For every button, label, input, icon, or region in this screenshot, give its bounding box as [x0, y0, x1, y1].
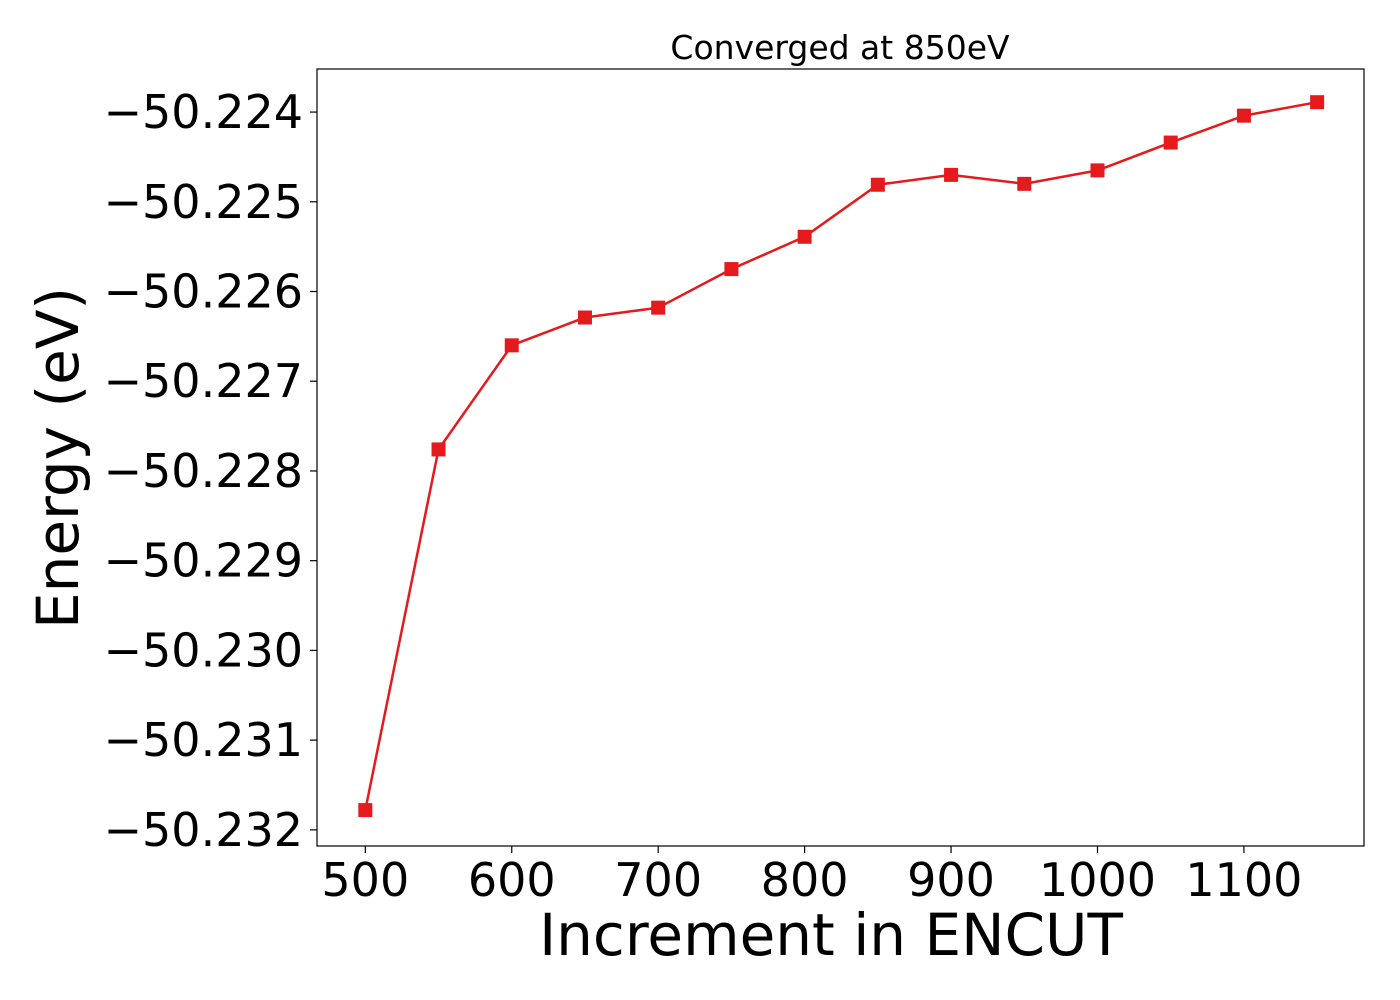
data-point-marker [431, 442, 446, 457]
y-tick-label: −50.231 [104, 713, 304, 767]
data-point-marker [724, 262, 739, 277]
data-point-marker [1017, 176, 1032, 191]
x-tick-label: 500 [321, 853, 409, 907]
y-tick-label: −50.230 [104, 623, 304, 677]
series-line [364, 100, 1318, 811]
y-tick-label: −50.229 [104, 534, 304, 588]
x-tick-label: 600 [468, 853, 556, 907]
y-axis-label: Energy (eV) [24, 287, 92, 629]
data-point-marker [577, 310, 592, 325]
x-axis-label: Increment in ENCUT [539, 901, 1123, 969]
x-tick-label: 1100 [1185, 853, 1302, 907]
data-point-marker [1163, 135, 1178, 150]
data-point-marker [1236, 108, 1251, 123]
y-tick-label: −50.227 [104, 354, 304, 408]
x-tick-label: 1000 [1039, 853, 1156, 907]
data-point-marker [651, 300, 666, 315]
data-point-marker [358, 803, 373, 818]
x-tick-label: 900 [907, 853, 995, 907]
data-point-marker [1310, 95, 1325, 110]
y-tick-label: −50.228 [104, 444, 304, 498]
series-group [358, 95, 1325, 818]
y-axis-ticks: −50.224 −50.225 −50.226 −50.227 −50.228 −50.2… [104, 85, 317, 857]
data-point-marker [944, 167, 959, 182]
x-axis-ticks: 500 600 700 800 900 1000 1100 [321, 846, 1302, 907]
y-tick-label: −50.224 [104, 85, 304, 139]
data-point-marker [504, 338, 519, 353]
y-tick-label: −50.232 [104, 803, 304, 857]
y-tick-label: −50.226 [104, 265, 304, 319]
plot-frame [316, 68, 1365, 847]
data-point-marker [797, 229, 812, 244]
data-point-marker [870, 177, 885, 192]
x-tick-label: 700 [614, 853, 702, 907]
x-tick-label: 800 [761, 853, 849, 907]
chart-title: Converged at 850eV [670, 28, 1010, 67]
y-tick-label: −50.225 [104, 175, 304, 229]
data-point-marker [1090, 163, 1105, 178]
